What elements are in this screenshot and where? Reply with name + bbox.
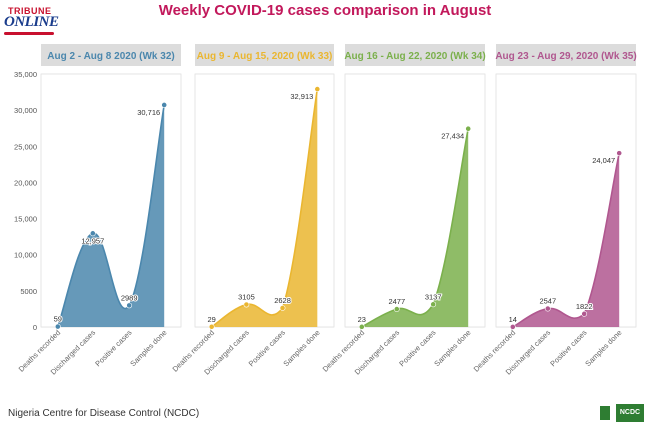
data-point (581, 310, 588, 317)
data-point (243, 301, 250, 308)
data-point (544, 305, 551, 312)
source-note: Nigeria Centre for Disease Control (NCDC… (8, 408, 200, 419)
panel-title: Aug 9 - Aug 15, 2020 (Wk 33) (197, 51, 333, 62)
y-tick-label: 5000 (20, 287, 37, 296)
data-label: 32,913 (290, 92, 313, 101)
data-label: 30,716 (137, 108, 160, 117)
series-area (512, 153, 620, 327)
panel-header (345, 44, 485, 66)
ncdc-badge: NCDC (616, 404, 644, 422)
data-point (465, 125, 472, 132)
data-label: 3105 (238, 293, 255, 302)
series-area (211, 89, 318, 327)
data-label: 29 (208, 315, 216, 324)
data-point (54, 323, 61, 330)
data-label: 3137 (425, 292, 442, 301)
y-tick-label: 0 (33, 323, 37, 332)
x-tick-label: Samples done (583, 328, 623, 368)
series-area (57, 104, 165, 328)
panel-header (41, 44, 181, 66)
data-point (89, 230, 96, 237)
data-point (509, 323, 516, 330)
data-label: 2477 (388, 297, 405, 306)
panel-header (496, 44, 636, 66)
series-line (211, 88, 319, 328)
y-tick-label: 35,000 (14, 70, 37, 79)
data-label: 27,434 (441, 132, 464, 141)
data-point (430, 301, 437, 308)
logo-text-top: TRIBUNE (8, 6, 52, 16)
data-label: 12,957 (81, 236, 104, 245)
data-point (161, 102, 168, 108)
x-tick-label: Samples done (128, 328, 168, 368)
panel-title: Aug 23 - Aug 29, 2020 (Wk 35) (495, 51, 636, 62)
data-label: 1822 (576, 302, 593, 311)
x-tick-label: Samples done (281, 328, 321, 368)
data-label: 23 (358, 315, 366, 324)
data-label: 2628 (274, 296, 291, 305)
ncdc-logo: NCDC (600, 404, 644, 422)
tribune-online-logo: TRIBUNE ONLINE (4, 6, 60, 40)
data-label: 59 (54, 315, 62, 324)
y-tick-label: 30,000 (14, 106, 37, 115)
data-label: 2547 (539, 297, 556, 306)
series-line (512, 153, 620, 328)
series-line (57, 104, 165, 327)
data-point (279, 305, 286, 311)
data-label: 2989 (121, 293, 138, 302)
data-point (314, 86, 321, 92)
y-tick-label: 10,000 (14, 251, 37, 260)
y-tick-label: 15,000 (14, 215, 37, 224)
y-tick-label: 20,000 (14, 178, 37, 187)
panel-title: Aug 16 - Aug 22, 2020 (Wk 34) (344, 51, 485, 62)
logo-text-main: ONLINE (4, 14, 59, 30)
data-point (126, 302, 133, 309)
x-tick-label: Samples done (432, 328, 472, 368)
data-label: 24,047 (592, 156, 615, 165)
panel-header (195, 44, 334, 66)
chart-title: Weekly COVID-19 cases comparison in Augu… (158, 2, 492, 19)
data-point (208, 323, 215, 330)
data-label: 14 (509, 315, 517, 324)
data-point (358, 323, 365, 330)
series-line (361, 128, 469, 328)
data-point (393, 306, 400, 312)
logo-swoosh (4, 32, 54, 35)
data-point (616, 150, 623, 157)
panel-title: Aug 2 - Aug 8 2020 (Wk 32) (47, 51, 174, 62)
y-tick-label: 25,000 (14, 142, 37, 151)
